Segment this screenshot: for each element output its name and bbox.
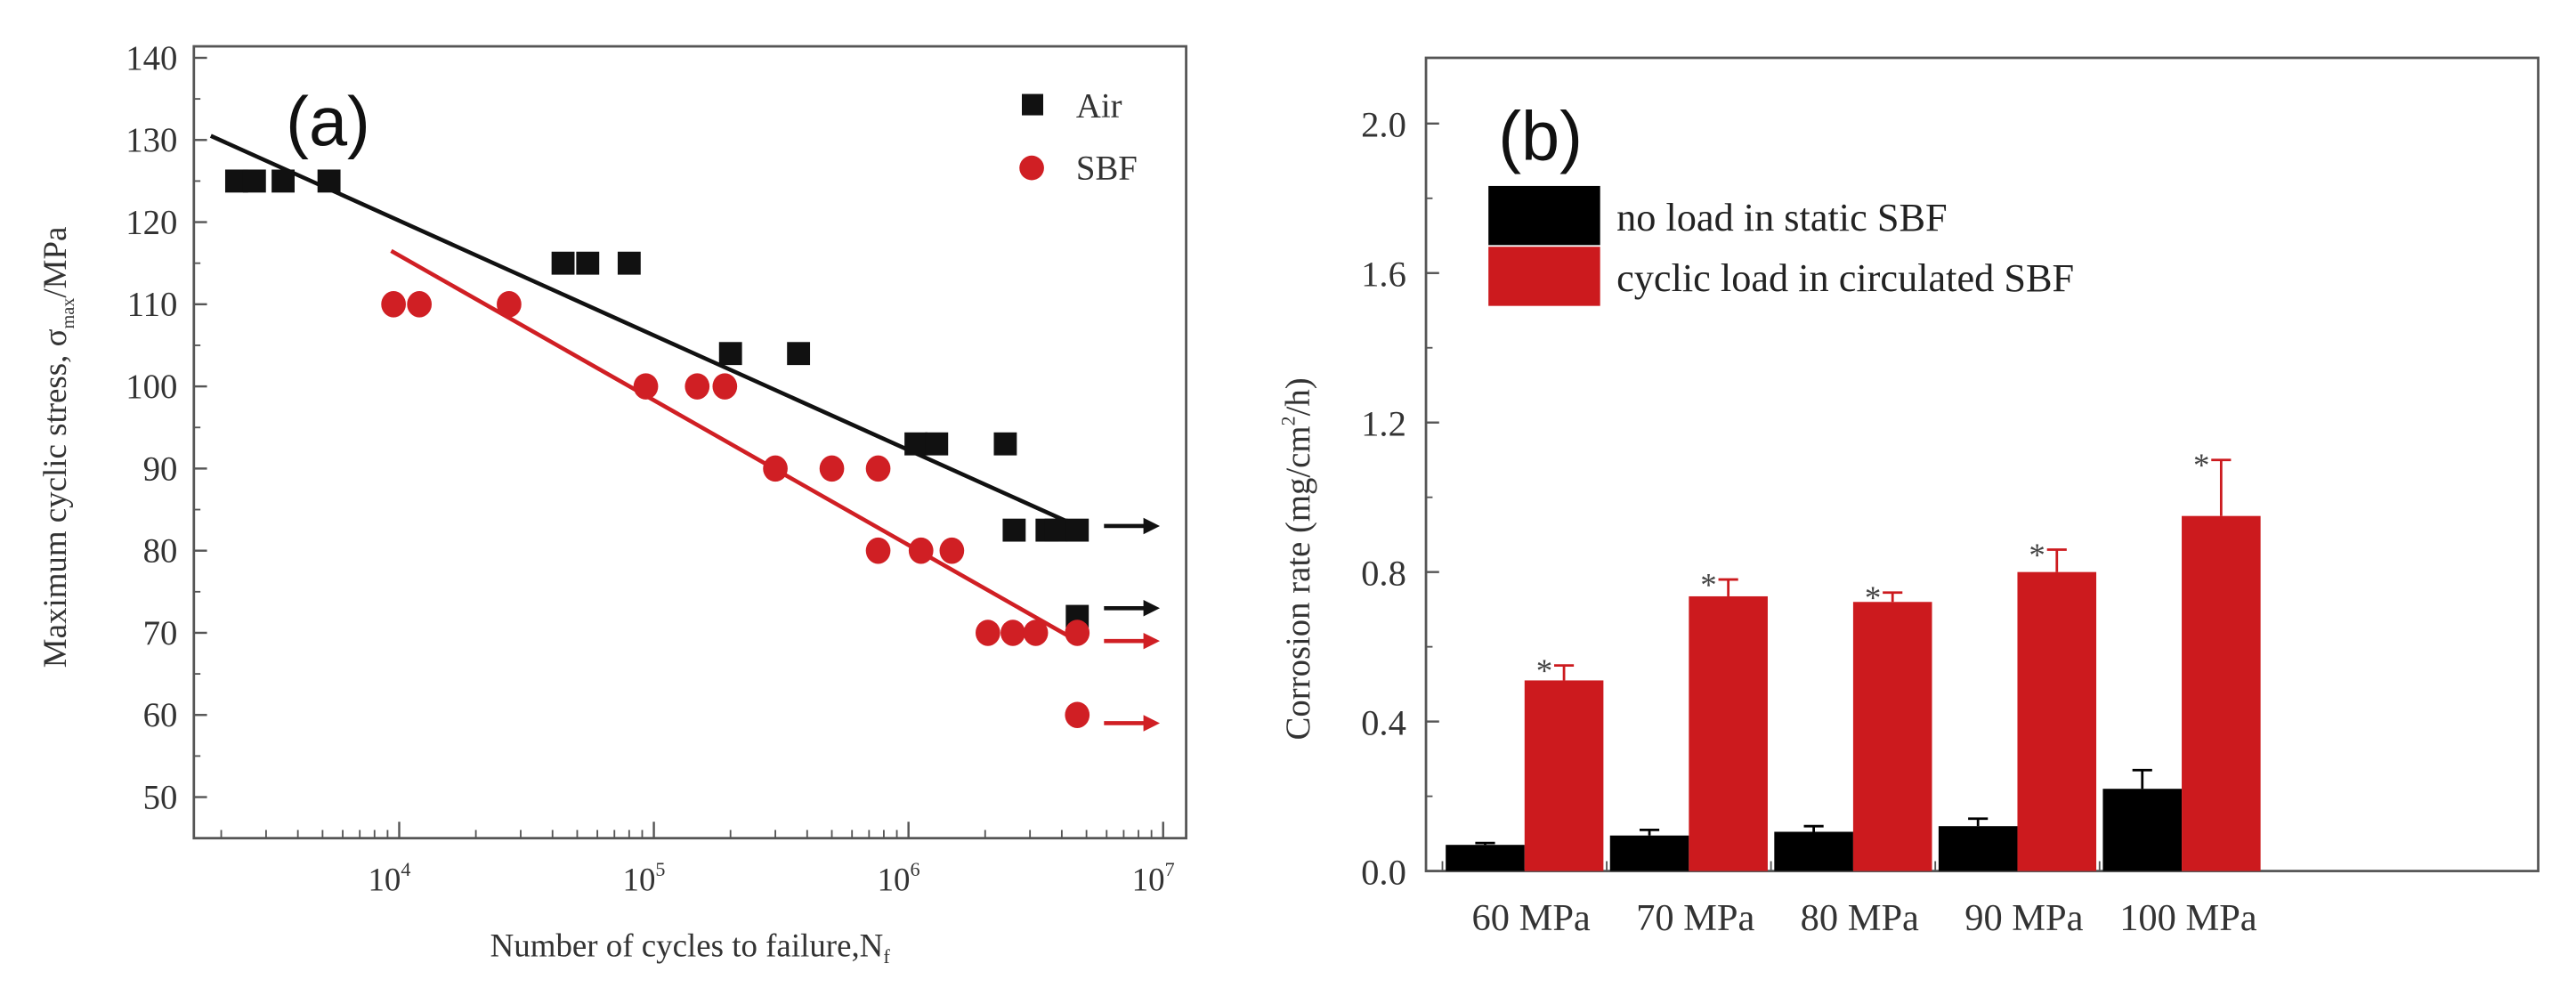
plot-area-b	[1424, 56, 2540, 872]
data-point-sbf	[865, 537, 891, 564]
data-point-sbf	[908, 537, 934, 564]
legend-marker-sbf	[1019, 155, 1044, 181]
data-point-air	[925, 432, 949, 456]
data-point-air	[617, 251, 641, 275]
data-point-air	[1065, 518, 1090, 542]
y-axis-label-a: Maximum cyclic stress, σmax/MPa	[36, 227, 78, 668]
runout-arrowhead-air	[1143, 600, 1161, 617]
runout-arrowhead-sbf	[1143, 715, 1161, 732]
data-point-air	[904, 432, 928, 456]
y-tick-label-a: 120	[126, 203, 177, 241]
legend-label-sbf: SBF	[1076, 150, 1138, 188]
data-point-air	[1002, 518, 1026, 542]
x-tick-label-a: 105	[623, 858, 666, 898]
y-tick-label-b: 0.8	[1361, 553, 1406, 593]
significance-marker: *	[2029, 537, 2045, 573]
y-tick-label-a: 90	[143, 449, 178, 488]
data-point-sbf	[407, 291, 432, 318]
legend-swatch-no-load	[1488, 185, 1600, 246]
y-tick-label-a: 110	[127, 286, 178, 324]
x-tick-label-a: 106	[878, 858, 920, 898]
data-point-sbf	[975, 620, 1000, 646]
data-point-air	[993, 432, 1017, 456]
bar-no-load	[2102, 789, 2183, 871]
runout-arrowhead-sbf	[1143, 632, 1161, 650]
significance-marker: *	[1536, 652, 1552, 689]
y-tick-label-b: 2.0	[1361, 105, 1406, 145]
data-point-sbf	[1065, 620, 1090, 646]
panel-b-bar-chart: (b) 0.0 0.4 0.8 1.2 1.6 2.0 60 MPa 70 MPa 80 MPa…	[1276, 56, 2540, 939]
data-point-air	[1044, 518, 1068, 542]
y-tick-label-b: 1.2	[1361, 403, 1406, 443]
legend-label-air: Air	[1076, 86, 1122, 125]
data-point-sbf	[1000, 620, 1025, 646]
data-point-air	[576, 251, 600, 275]
data-point-sbf	[1065, 701, 1090, 729]
data-point-sbf	[633, 373, 659, 400]
y-tick-label-b: 0.4	[1361, 702, 1406, 742]
bar-cyclic-load	[1689, 595, 1768, 871]
data-point-sbf	[865, 455, 891, 482]
data-point-air	[242, 169, 266, 193]
y-tick-label-a: 60	[143, 696, 178, 734]
x-tick-label-b: 60 MPa	[1472, 897, 1591, 939]
panel-a-scatter-chart: (a) 50 60 70 80 90 100 110 120 130 140 104 105 106 10…	[36, 39, 1187, 968]
y-axis-label-b: Corrosion rate (mg/cm2/h)	[1276, 377, 1317, 740]
bar-no-load	[1609, 835, 1689, 871]
panel-label-a: (a)	[286, 84, 370, 160]
y-tick-label-a: 80	[143, 532, 178, 571]
y-tick-label-a: 100	[126, 368, 177, 406]
bar-no-load	[1446, 845, 1525, 871]
y-tick-label-b: 1.6	[1361, 255, 1406, 295]
x-tick-label-a: 107	[1132, 858, 1175, 898]
y-tick-label-a: 130	[126, 121, 177, 159]
panel-label-b: (b)	[1498, 98, 1583, 174]
data-point-air	[551, 251, 575, 275]
data-point-sbf	[1023, 620, 1049, 646]
data-point-sbf	[381, 291, 406, 318]
bar-no-load	[1774, 831, 1853, 871]
significance-marker: *	[2193, 447, 2209, 483]
data-point-sbf	[497, 291, 522, 318]
data-point-air	[787, 342, 811, 366]
x-tick-label-b: 70 MPa	[1636, 897, 1754, 939]
data-point-sbf	[939, 537, 965, 564]
bar-cyclic-load	[1852, 602, 1932, 871]
data-point-sbf	[712, 373, 738, 400]
data-point-sbf	[819, 455, 845, 482]
x-tick-label-b: 80 MPa	[1801, 897, 1919, 939]
bar-cyclic-load	[2182, 515, 2261, 871]
x-tick-label-b: 90 MPa	[1964, 897, 2083, 939]
legend-label-cyclic-load: cyclic load in circulated SBF	[1616, 256, 2074, 300]
y-tick-label-a: 70	[143, 614, 178, 652]
x-tick-label-b: 100 MPa	[2119, 897, 2257, 939]
significance-marker: *	[1700, 567, 1716, 603]
legend-label-no-load: no load in static SBF	[1616, 196, 1947, 239]
data-point-air	[718, 342, 742, 366]
data-point-sbf	[763, 455, 788, 482]
data-point-air	[271, 169, 295, 193]
legend-marker-air	[1022, 93, 1043, 116]
y-tick-label-a: 50	[143, 778, 178, 816]
bar-cyclic-load	[2017, 571, 2097, 871]
x-axis-label-a: Number of cycles to failure,Nf	[490, 927, 891, 968]
fit-line-air	[209, 134, 1079, 529]
x-tick-label-a: 104	[368, 858, 410, 898]
y-tick-label-a: 140	[126, 39, 177, 77]
significance-marker: *	[1865, 579, 1881, 616]
data-point-sbf	[685, 373, 710, 400]
bar-no-load	[1938, 826, 2018, 871]
legend-swatch-cyclic-load	[1488, 247, 1600, 306]
data-point-air	[317, 169, 341, 193]
runout-arrowhead-air	[1143, 517, 1161, 535]
y-tick-label-b: 0.0	[1361, 852, 1406, 892]
plot-area-a	[192, 45, 1187, 840]
bar-cyclic-load	[1524, 680, 1604, 871]
